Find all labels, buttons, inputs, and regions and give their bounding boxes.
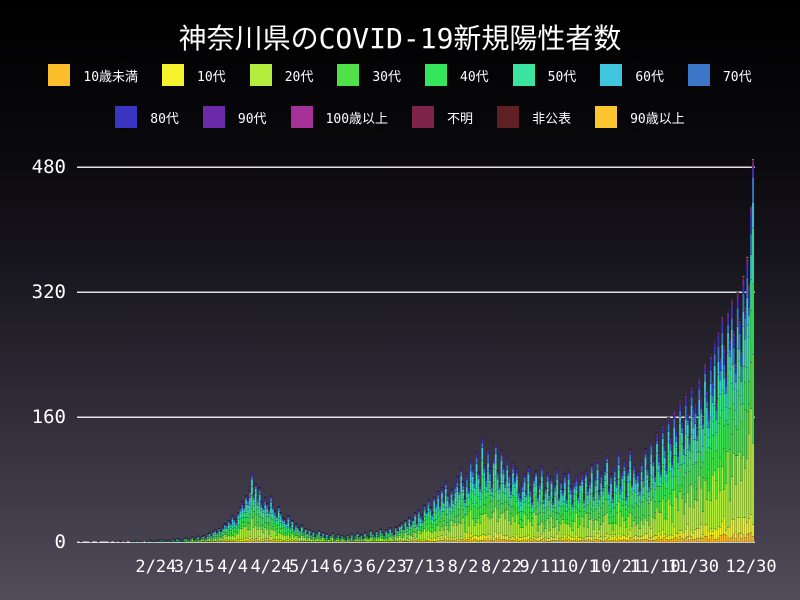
legend-label: 非公表 — [532, 111, 572, 127]
x-tick-label: 4/24 — [250, 557, 292, 577]
x-tick-label: 10/1 — [557, 557, 599, 577]
x-tick-label: 5/14 — [288, 557, 330, 577]
legend-item: 100歳以上 — [290, 106, 389, 128]
legend-item: 不明 — [412, 106, 473, 128]
x-tick-label: 7/13 — [404, 557, 446, 577]
legend-item: 20代 — [249, 64, 314, 86]
legend-label: 10代 — [197, 69, 226, 85]
legend-item: 30代 — [337, 64, 401, 86]
x-tick-label: 2/24 — [135, 557, 177, 577]
legend-label: 60代 — [635, 69, 664, 85]
y-tick-label: 480 — [31, 156, 66, 178]
legend-item: 10歳未満 — [48, 64, 138, 86]
legend-swatch-icon — [412, 106, 435, 128]
legend-item: 40代 — [425, 64, 489, 86]
legend-label: 90代 — [237, 111, 267, 127]
legend-swatch-icon — [425, 64, 447, 86]
legend-label: 不明 — [447, 111, 474, 127]
legend-swatch-icon — [497, 106, 520, 128]
legend-swatch-icon — [337, 64, 360, 86]
x-tick-label: 11/10 — [629, 557, 681, 577]
legend-item: 10代 — [162, 64, 226, 86]
legend-swatch-icon — [595, 106, 618, 128]
legend-label: 10歳未満 — [83, 69, 139, 85]
legend-item: 90歳以上 — [595, 106, 685, 128]
legend-swatch-icon — [249, 64, 272, 86]
legend-label: 90歳以上 — [630, 111, 685, 127]
legend-swatch-icon — [202, 106, 225, 128]
legend-swatch-icon — [48, 64, 71, 86]
x-tick-label: 8/2 — [447, 557, 479, 577]
legend-label: 80代 — [150, 111, 179, 127]
legend-swatch-icon — [290, 106, 313, 128]
x-tick-label: 6/3 — [332, 557, 364, 577]
x-tick-label: 8/22 — [480, 557, 522, 577]
legend-row-1: 10歳未満 10代 20代 30代 40代 50代 60代 70代 — [0, 64, 800, 86]
x-tick-label: 4/4 — [217, 557, 248, 577]
legend-swatch-icon — [162, 64, 185, 86]
legend-item: 70代 — [687, 64, 752, 86]
legend-swatch-icon — [600, 64, 623, 86]
legend-swatch-icon — [512, 64, 535, 86]
x-tick-label: 9/11 — [519, 557, 561, 577]
x-tick-label: 10/21 — [591, 557, 643, 577]
y-tick-label: 0 — [54, 531, 66, 553]
legend-item: 80代 — [115, 106, 179, 128]
legend-label: 30代 — [372, 69, 401, 85]
legend-item: 60代 — [600, 64, 664, 86]
y-tick-label: 160 — [31, 406, 66, 428]
legend-label: 20代 — [284, 69, 314, 85]
legend-item: 50代 — [512, 64, 577, 86]
legend-label: 40代 — [460, 69, 489, 85]
x-tick-label: 11/30 — [667, 557, 720, 577]
x-tick-label: 3/15 — [173, 557, 215, 577]
legend-item: 非公表 — [497, 106, 571, 128]
legend-label: 70代 — [722, 69, 752, 85]
legend-label: 100歳以上 — [325, 111, 389, 127]
y-tick-label: 320 — [31, 281, 66, 303]
legend-swatch-icon — [687, 64, 710, 86]
legend-label: 50代 — [547, 69, 577, 85]
x-tick-label: 12/30 — [725, 557, 777, 577]
legend-item: 90代 — [202, 106, 267, 128]
legend-swatch-icon — [115, 106, 138, 128]
page-title: 神奈川県のCOVID-19新規陽性者数 — [178, 22, 622, 55]
x-tick-label: 6/23 — [365, 557, 407, 577]
legend-row-2: 80代 90代 100歳以上 不明 非公表 90歳以上 — [0, 106, 800, 128]
